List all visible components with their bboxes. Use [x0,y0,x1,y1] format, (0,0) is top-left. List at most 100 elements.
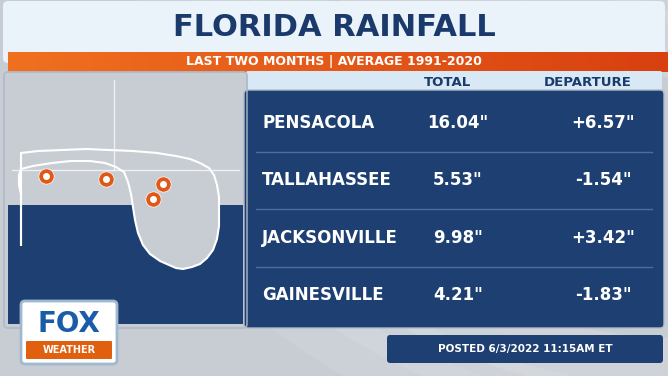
Bar [663,52,664,72]
Bar [136,52,137,72]
Bar [69,52,70,72]
Bar [213,52,214,72]
Bar [510,52,511,72]
Bar [411,52,412,72]
Bar [146,52,147,72]
Bar [550,52,551,72]
Bar [437,52,438,72]
Bar [124,52,125,72]
Bar [292,52,293,72]
Bar [474,52,475,72]
Bar [88,52,89,72]
Bar [315,52,316,72]
Bar [370,52,371,72]
Bar [443,52,444,72]
Bar [570,52,571,72]
Bar [97,52,98,72]
Bar [133,52,134,72]
Bar [481,52,482,72]
Text: DEPARTURE: DEPARTURE [544,76,632,88]
Bar [364,52,365,72]
Bar [592,52,593,72]
Bar [95,52,96,72]
Bar [385,52,386,72]
Bar [105,52,106,72]
Bar [484,52,485,72]
Bar [112,52,113,72]
Bar [631,52,632,72]
Bar [230,52,231,72]
Bar [463,52,464,72]
Bar [444,52,445,72]
Bar [616,52,617,72]
Bar [458,52,459,72]
Bar [455,52,456,72]
Bar [138,52,139,72]
Bar [148,52,149,72]
Bar [507,52,508,72]
Bar [607,52,608,72]
Bar [526,52,527,72]
Bar [243,52,244,72]
Bar [574,52,575,72]
Bar [106,52,107,72]
Bar [335,52,336,72]
Bar [500,52,501,72]
Bar [439,52,440,72]
Bar [64,52,65,72]
Bar [219,52,220,72]
Bar [538,52,539,72]
Bar [660,52,661,72]
Bar [264,52,265,72]
Bar [652,52,653,72]
FancyBboxPatch shape [8,205,243,324]
Bar [656,52,657,72]
Bar [326,52,327,72]
Bar [257,52,258,72]
Bar [658,52,659,72]
Bar [222,52,223,72]
Bar [417,52,418,72]
Bar [15,52,16,72]
Bar [374,52,375,72]
Bar [536,52,537,72]
Bar [453,52,454,72]
Bar [79,52,80,72]
Bar [365,52,366,72]
Bar [233,52,234,72]
Bar [525,52,526,72]
Bar [120,52,121,72]
Bar [271,52,272,72]
Bar [436,52,437,72]
Bar [603,52,604,72]
Bar [68,52,69,72]
Bar [578,52,579,72]
Bar [61,52,62,72]
Bar [497,52,498,72]
Bar [485,52,486,72]
Bar [298,52,299,72]
Bar [27,52,28,72]
Bar [409,52,410,72]
Bar [350,52,351,72]
Bar [223,52,224,72]
Bar [572,52,573,72]
Bar [588,52,589,72]
Bar [215,52,216,72]
Bar [495,52,496,72]
Bar [329,52,330,72]
Text: LAST TWO MONTHS | AVERAGE 1991-2020: LAST TWO MONTHS | AVERAGE 1991-2020 [186,56,482,68]
Bar [575,52,576,72]
Bar [552,52,553,72]
Bar [36,52,37,72]
Bar [651,52,652,72]
Bar [608,52,609,72]
Bar [265,52,266,72]
Bar [528,52,529,72]
Bar [415,52,416,72]
Bar [476,52,477,72]
Bar [422,52,423,72]
Bar [501,52,502,72]
Bar [145,52,146,72]
Bar [14,52,15,72]
